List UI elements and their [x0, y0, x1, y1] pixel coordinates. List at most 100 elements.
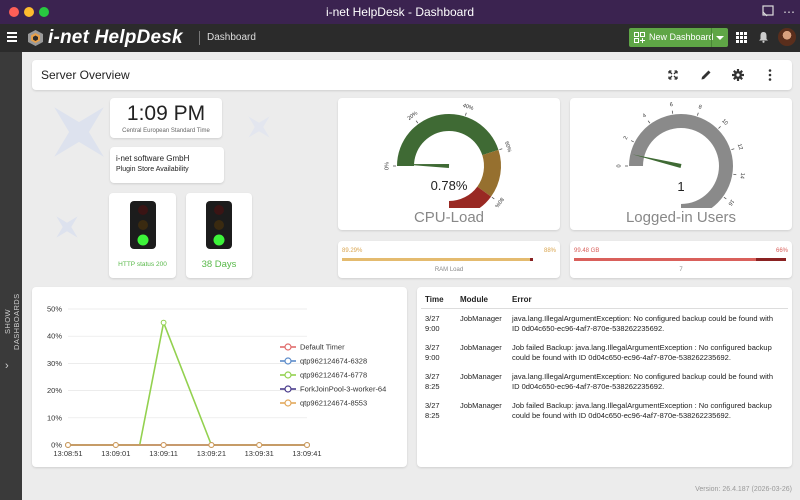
thread-cpu-chart: 0% 10% 20% 30% 40% 50% 13:08:51 13:09:01 13:09:1…: [47, 305, 386, 459]
cpu-gauge-tick-label: 80%: [493, 196, 504, 208]
apps-grid-icon[interactable]: [736, 32, 747, 43]
column-header-module: Module: [460, 295, 488, 304]
window-maximize-button[interactable]: [39, 7, 49, 17]
user-avatar[interactable]: [778, 28, 796, 46]
users-gauge-tick-label: 10: [720, 118, 729, 127]
bar-fill: [342, 258, 531, 261]
cpu-title: CPU-Load: [413, 209, 485, 226]
series-line: [68, 319, 307, 446]
dashboard-sidebar[interactable]: SHOW DASHBOARDS ›: [0, 52, 22, 500]
bar-fill-over-threshold: [530, 258, 534, 261]
show-dashboards-label[interactable]: SHOW DASHBOARDS: [3, 293, 21, 351]
legend-label[interactable]: qtp962124674-6328: [300, 357, 367, 366]
uptime-widget: 38 Days: [186, 193, 252, 278]
window-minimize-button[interactable]: [24, 7, 34, 17]
app-header: i-net HelpDesk Dashboard New Dashboard: [0, 24, 800, 52]
y-tick-label: 30%: [47, 359, 62, 368]
users-gauge-band: [629, 114, 733, 208]
y-tick-label: 10%: [47, 413, 62, 422]
users-title: Logged-in Users: [625, 209, 737, 226]
new-dashboard-label: New Dashboard: [649, 32, 714, 42]
window-close-button[interactable]: [9, 7, 19, 17]
series-point: [304, 442, 310, 448]
users-gauge-tick-label: 8: [698, 104, 703, 111]
legend-label[interactable]: Default Timer: [300, 343, 345, 352]
gear-icon[interactable]: [731, 68, 745, 82]
users-value: 1: [677, 179, 685, 194]
new-dashboard-dropdown-icon[interactable]: [716, 36, 724, 40]
fullscreen-icon[interactable]: [666, 68, 680, 82]
column-header-error: Error: [512, 295, 532, 304]
users-gauge-needle: [632, 154, 682, 168]
x-tick-label: 13:09:31: [245, 449, 274, 458]
users-gauge-tick: [696, 112, 699, 116]
error-log-widget: Time Module Error 3/27 9:00 JobManager ja…: [417, 287, 792, 467]
cpu-value: 0.78%: [430, 178, 468, 193]
users-gauge-tick: [731, 148, 735, 151]
traffic-light-icon: [206, 201, 232, 249]
cpu-gauge-tick-label: 40%: [462, 103, 474, 112]
http-status-caption: HTTP status 200: [118, 261, 167, 268]
logged-in-users-widget: 02468101214161820 1 Logged-in Users: [570, 98, 792, 230]
more-icon[interactable]: ⋯: [783, 5, 795, 19]
users-gauge-tick-label: 2: [623, 135, 630, 140]
legend-label[interactable]: qtp962124674-6778: [300, 371, 367, 380]
cpu-gauge-tick: [464, 112, 467, 116]
series-point: [208, 442, 215, 448]
cpu-gauge-needle: [399, 164, 450, 168]
legend-label[interactable]: ForkJoinPool-3-worker-64: [300, 385, 386, 394]
x-tick-label: 13:08:51: [53, 449, 82, 458]
users-gauge: 02468101214161820: [616, 102, 745, 208]
thread-cpu-chart-widget: 0% 10% 20% 30% 40% 50% 13:08:51 13:09:01 13:09:1…: [32, 287, 407, 467]
version-label: Version: 26.4.187 (2026-03-26): [695, 486, 792, 493]
disk-progress-bar: [574, 258, 788, 261]
clock-widget: 1:09 PM Central European Standard Time: [110, 98, 222, 138]
x-tick-label: 13:09:41: [292, 449, 321, 458]
x-tick-label: 13:09:01: [101, 449, 130, 458]
inet-logo-icon: [28, 30, 43, 46]
series-point: [160, 319, 167, 326]
window-title: i-net HelpDesk - Dashboard: [325, 5, 475, 19]
legend-marker: [284, 357, 292, 365]
ram-load-widget: 89.29% 88% RAM Load: [338, 241, 560, 278]
cpu-gauge-tick: [491, 196, 495, 200]
clock-timezone: Central European Standard Time: [122, 128, 210, 134]
cpu-gauge-tick-label: 20%: [407, 110, 420, 121]
decorative-star-icon: [54, 107, 104, 157]
users-gauge-tick: [647, 120, 651, 124]
dashboard-content: Server Overview 1:09 PM Central European…: [22, 52, 800, 500]
bar-fill: [574, 258, 756, 261]
ram-progress-bar: [342, 258, 556, 261]
x-tick-label: 13:09:11: [149, 449, 178, 458]
y-tick-label: 50%: [47, 305, 62, 314]
cpu-gauge-tick-label: 60%: [503, 141, 512, 153]
users-gauge-tick: [630, 140, 634, 143]
header-divider: [199, 31, 200, 45]
more-vertical-icon[interactable]: [763, 68, 777, 82]
cpu-gauge-tick-label: 0%: [384, 162, 390, 170]
notification-bell-icon[interactable]: [758, 31, 769, 43]
breadcrumb[interactable]: Dashboard: [207, 32, 256, 43]
menu-icon[interactable]: [7, 32, 17, 44]
edit-pencil-icon[interactable]: [699, 68, 713, 82]
clock-time: 1:09 PM: [126, 102, 206, 125]
ram-threshold-label: 88%: [543, 248, 556, 254]
new-dashboard-button[interactable]: New Dashboard: [629, 28, 728, 47]
server-overview-header: Server Overview: [32, 60, 792, 90]
page-title: Server Overview: [41, 68, 130, 82]
legend-marker: [284, 343, 292, 351]
cast-icon[interactable]: [760, 4, 776, 20]
users-gauge-tick-label: 16: [727, 198, 735, 206]
legend-marker: [284, 371, 292, 379]
ram-value-label: 89.29%: [342, 248, 363, 254]
plugin-store-widget: i-net software GmbH Plugin Store Availab…: [110, 147, 224, 183]
users-gauge-tick: [723, 196, 727, 200]
cpu-gauge-band: [449, 186, 492, 208]
disk-widget: 99.48 GB 66% 7: [570, 241, 792, 278]
ram-caption: RAM Load: [434, 267, 464, 273]
series-point: [256, 442, 263, 448]
chevron-right-icon[interactable]: ›: [5, 360, 9, 372]
legend-label[interactable]: qtp962124674-8553: [300, 399, 367, 408]
users-gauge-tick-label: 12: [736, 143, 744, 151]
x-tick-label: 13:09:21: [197, 449, 226, 458]
